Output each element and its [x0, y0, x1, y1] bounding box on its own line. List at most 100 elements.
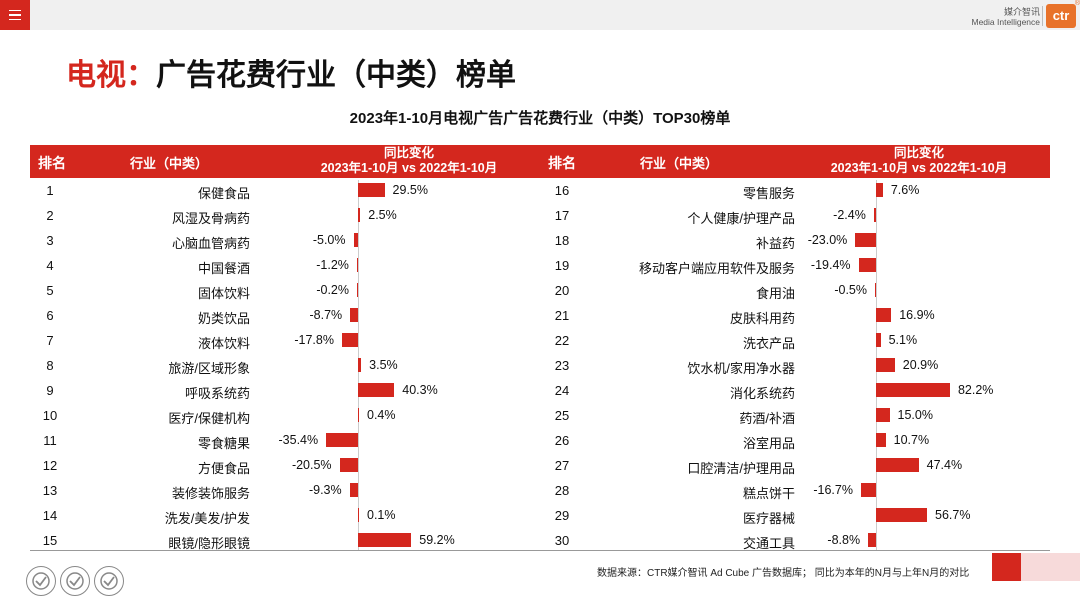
check-seal-icon — [100, 572, 118, 590]
industry-label: 补益药 — [755, 236, 795, 251]
industry-label: 中国餐酒 — [197, 261, 250, 276]
change-bar — [875, 283, 876, 297]
rank-cell: 6 — [46, 308, 54, 323]
change-bar — [350, 308, 358, 322]
change-bar — [860, 483, 876, 497]
brand-en: Media Intelligence — [971, 17, 1040, 27]
industry-label: 饮水机/家用净水器 — [687, 361, 795, 376]
change-value-label: 15.0% — [897, 408, 933, 422]
change-bar — [358, 533, 412, 547]
change-value-label: 40.3% — [402, 383, 438, 397]
change-bar — [858, 258, 876, 272]
table-row: 1 保健食品 29.5% — [0, 178, 1080, 203]
rank-cell: 8 — [46, 358, 54, 373]
change-bar — [876, 508, 928, 522]
rank-cell: 23 — [554, 358, 570, 373]
change-bar — [357, 283, 358, 297]
table-row: 21 皮肤科用药 16.9% — [0, 303, 1080, 328]
industry-label: 医疗器械 — [742, 511, 795, 526]
table-header-left: 排名 行业（中类） 同比变化 2023年1-10月 vs 2022年1-10月 — [30, 145, 540, 178]
industry-label: 心脑血管病药 — [171, 236, 250, 251]
rank-cell: 2 — [46, 208, 54, 223]
brand-text: 媒介智讯 Media Intelligence — [971, 7, 1040, 27]
sgs-badge — [94, 566, 124, 596]
change-value-label: -5.0% — [312, 233, 346, 247]
ctr-logo: ctr — [1046, 4, 1076, 28]
check-seal-icon — [66, 572, 84, 590]
header-change: 同比变化 2023年1-10月 vs 2022年1-10月 — [804, 146, 1034, 176]
rank-cell: 11 — [43, 433, 57, 448]
industry-label: 零食糖果 — [197, 436, 250, 451]
change-bar — [339, 458, 358, 472]
industry-label: 消化系统药 — [729, 386, 795, 401]
industry-label: 保健食品 — [197, 186, 250, 201]
industry-label: 交通工具 — [742, 536, 795, 551]
table-header-right: 排名 行业（中类） 同比变化 2023年1-10月 vs 2022年1-10月 — [540, 145, 1050, 178]
change-bar — [358, 508, 359, 522]
table-row: 22 洗衣产品 5.1% — [0, 328, 1080, 353]
table-row: 6 奶类饮品 -8.7% — [0, 303, 1080, 328]
footer-pink-block — [1021, 553, 1080, 581]
table-row: 16 零售服务 7.6% — [0, 178, 1080, 203]
change-bar — [356, 258, 358, 272]
change-value-label: -0.5% — [834, 283, 867, 297]
table-row: 12 方便食品 -20.5% — [0, 453, 1080, 478]
change-bar — [349, 483, 358, 497]
rank-cell: 19 — [554, 258, 570, 273]
header-change-line2: 2023年1-10月 vs 2022年1-10月 — [830, 161, 1008, 175]
footer-red-block — [992, 553, 1021, 581]
table-row: 17 个人健康/护理产品 -2.4% — [0, 203, 1080, 228]
rank-cell: 4 — [46, 258, 54, 273]
industry-label: 方便食品 — [197, 461, 250, 476]
change-value-label: 56.7% — [935, 508, 971, 522]
change-value-label: -1.2% — [316, 258, 349, 272]
rank-cell: 27 — [554, 458, 570, 473]
industry-label: 移动客户端应用软件及服务 — [638, 261, 795, 276]
table-row: 14 洗发/美发/护发 0.1% — [0, 503, 1080, 528]
table-row: 8 旅游/区域形象 3.5% — [0, 353, 1080, 378]
page-title-rest: 广告花费行业（中类）榜单 — [156, 59, 516, 92]
change-value-label: -16.7% — [813, 483, 853, 497]
change-value-label: -8.7% — [309, 308, 343, 322]
change-bar — [876, 408, 890, 422]
change-value-label: -9.3% — [308, 483, 342, 497]
rank-cell: 21 — [554, 308, 570, 323]
change-bar — [358, 408, 359, 422]
change-value-label: 0.4% — [367, 408, 396, 422]
header-change-line1: 同比变化 — [893, 146, 944, 160]
industry-label: 洗发/美发/护发 — [164, 511, 250, 526]
table-row: 3 心脑血管病药 -5.0% — [0, 228, 1080, 253]
hamburger-icon[interactable] — [0, 0, 30, 30]
table-row: 29 医疗器械 56.7% — [0, 503, 1080, 528]
header-industry: 行业（中类） — [640, 156, 719, 171]
table-row: 23 饮水机/家用净水器 20.9% — [0, 353, 1080, 378]
change-bar — [358, 383, 395, 397]
industry-label: 食用油 — [755, 286, 795, 301]
rank-cell: 15 — [42, 533, 58, 548]
table-row: 13 装修装饰服务 -9.3% — [0, 478, 1080, 503]
change-value-label: 7.6% — [890, 183, 920, 197]
bottom-divider — [30, 550, 1050, 551]
rank-cell: 29 — [554, 508, 570, 523]
industry-label: 洗衣产品 — [742, 336, 795, 351]
change-value-label: 59.2% — [419, 533, 455, 547]
header-change-line1: 同比变化 — [383, 146, 434, 160]
table-row: 27 口腔清洁/护理用品 47.4% — [0, 453, 1080, 478]
rank-cell: 26 — [554, 433, 570, 448]
header-rank: 排名 — [38, 155, 66, 171]
table-row: 20 食用油 -0.5% — [0, 278, 1080, 303]
source-note: 数据来源：CTR媒介智讯 Ad Cube 广告数据库； 同比为本年的N月与上年N… — [597, 568, 970, 579]
table-row: 2 风湿及骨病药 2.5% — [0, 203, 1080, 228]
header-industry: 行业（中类） — [130, 156, 209, 171]
certification-badges — [26, 566, 124, 596]
industry-label: 口腔清洁/护理用品 — [687, 461, 795, 476]
rank-cell: 18 — [554, 233, 570, 248]
change-value-label: 0.1% — [367, 508, 396, 522]
change-bar — [855, 233, 876, 247]
sgs-badge — [60, 566, 90, 596]
industry-label: 液体饮料 — [197, 336, 250, 351]
sgs-badge — [26, 566, 56, 596]
industry-label: 风湿及骨病药 — [171, 211, 250, 226]
table-row: 26 浴室用品 10.7% — [0, 428, 1080, 453]
change-value-label: 82.2% — [957, 383, 994, 397]
